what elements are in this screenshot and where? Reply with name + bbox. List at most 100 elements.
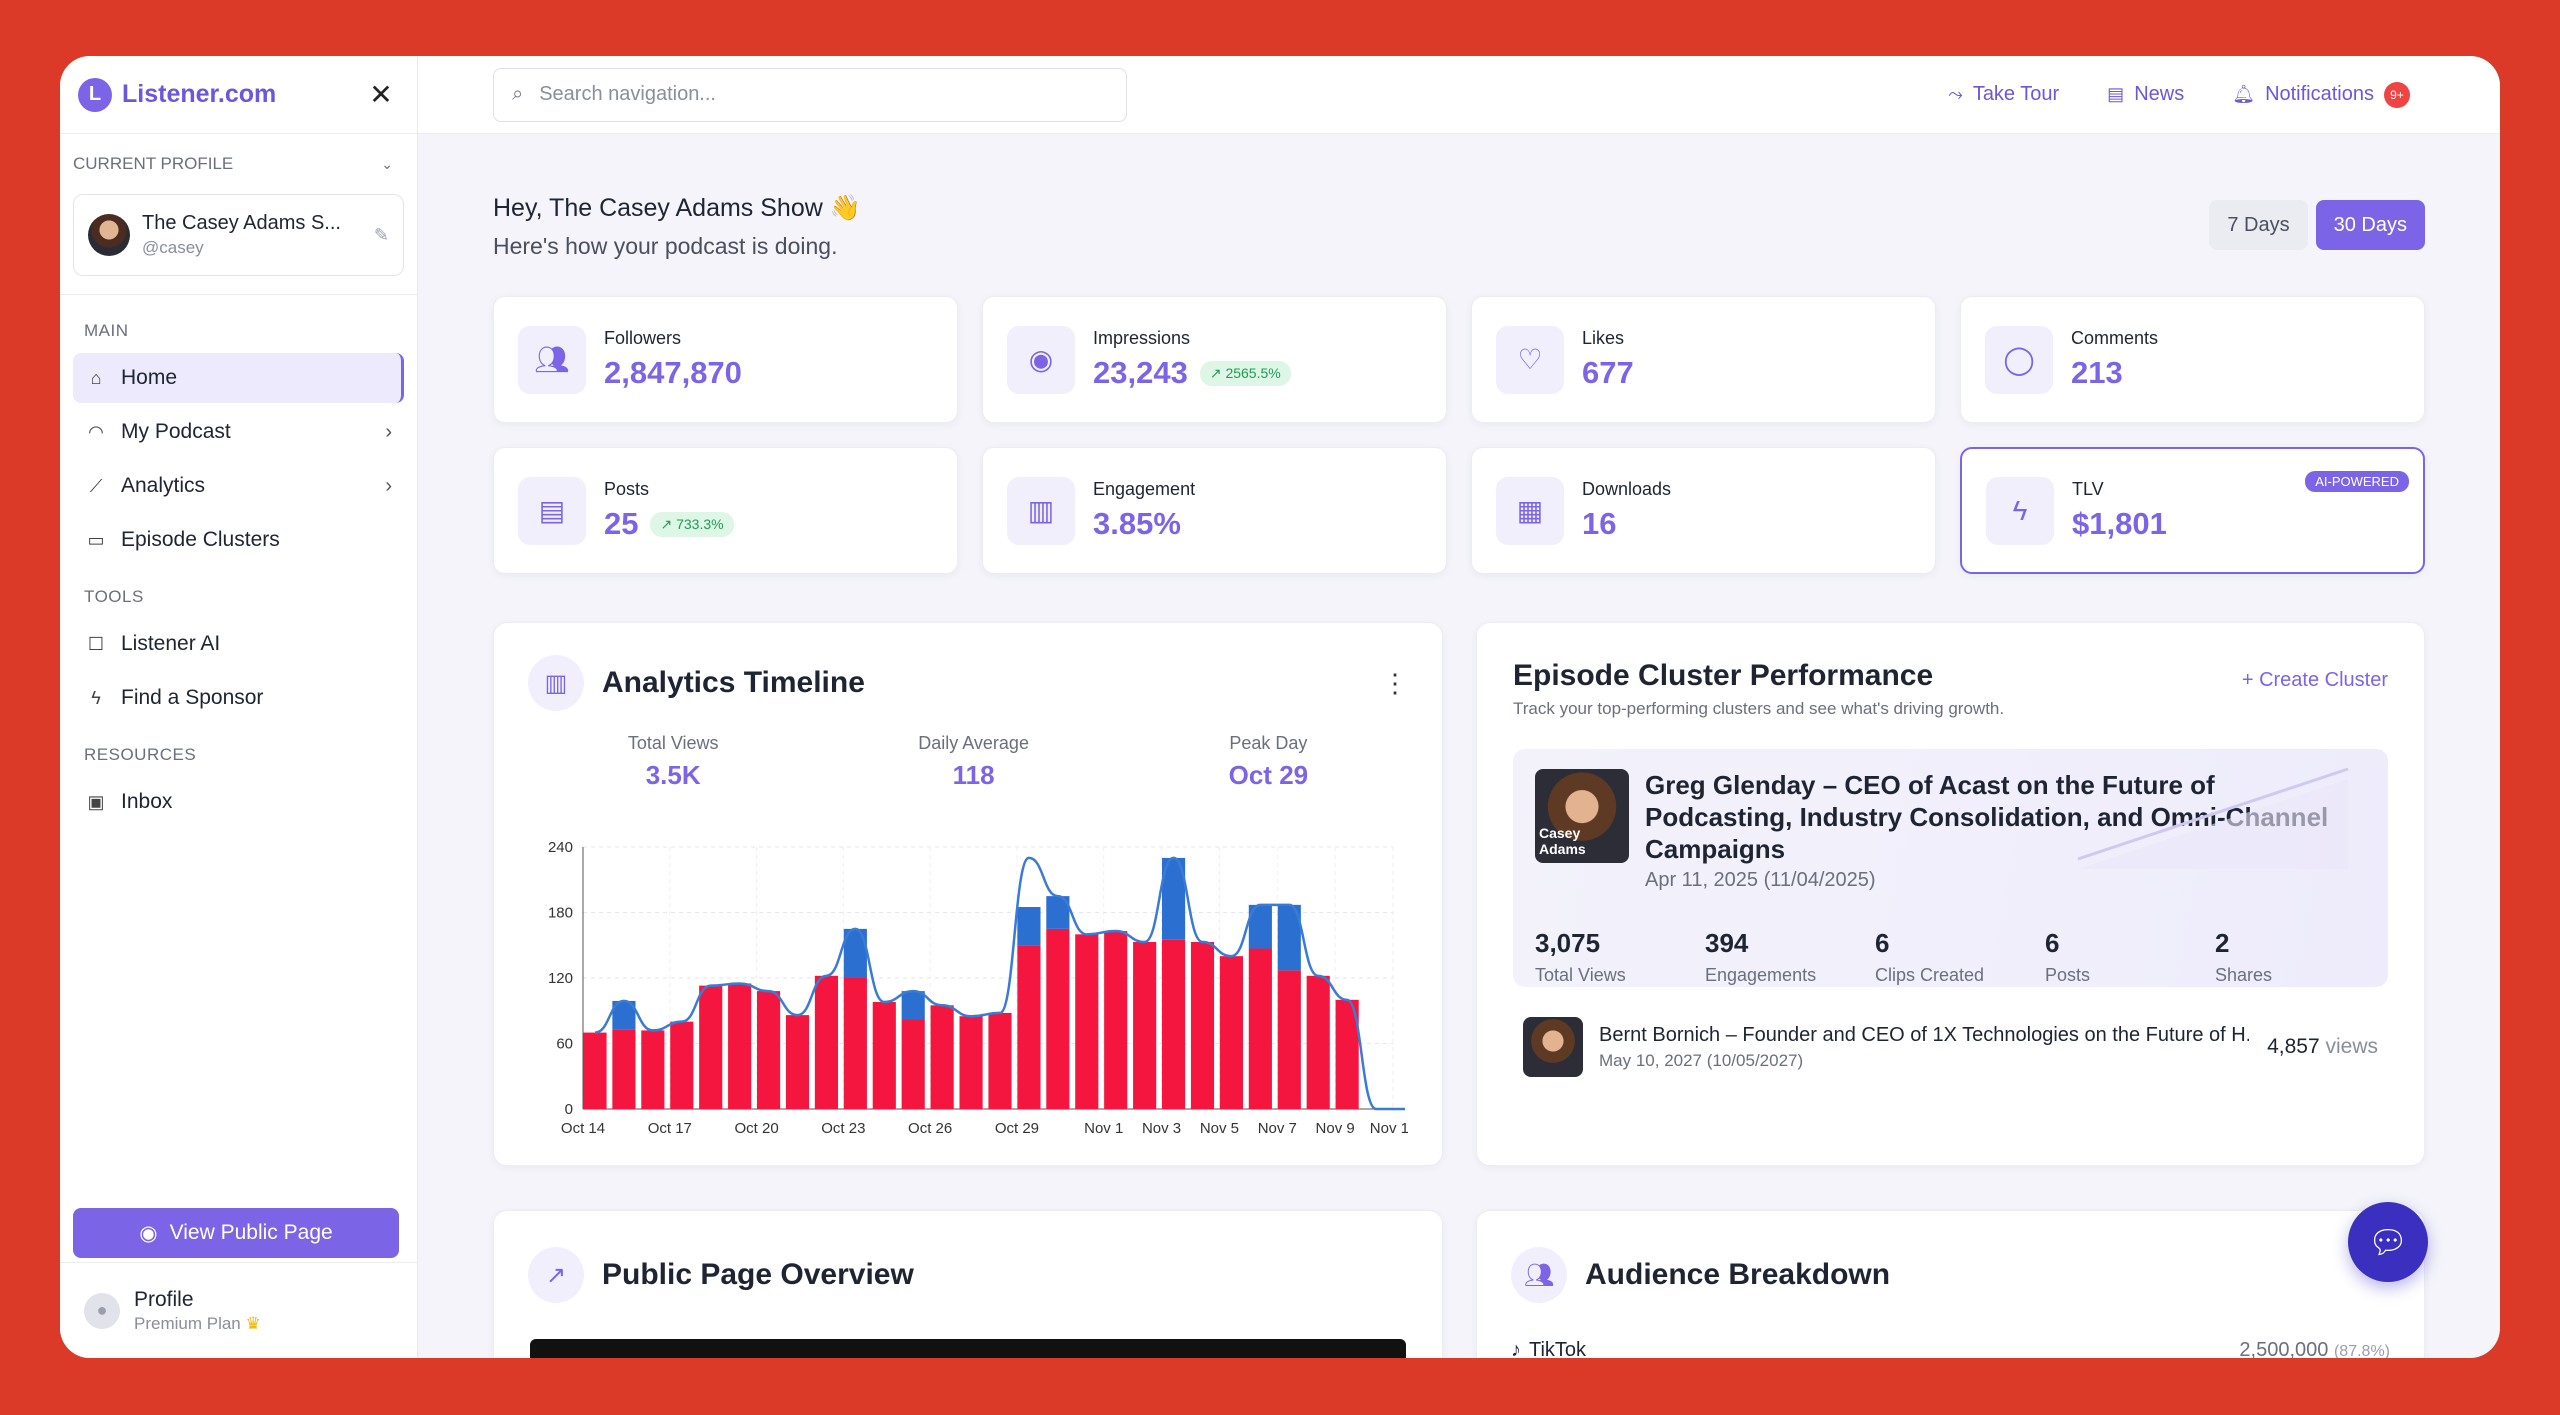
stat-label: Posts xyxy=(604,479,650,499)
users-icon: 👥︎ xyxy=(1511,1247,1567,1303)
chart-bar xyxy=(699,985,723,1109)
audience-row-tiktok: ♪ TikTok 2,500,000 (87.8%) xyxy=(1511,1339,2390,1358)
featured-stat: 2 Shares xyxy=(2215,928,2385,986)
greeting: Hey, The Casey Adams Show 👋 Here's how y… xyxy=(493,194,861,260)
chart-bar xyxy=(901,991,925,1020)
crown-icon: ♛ xyxy=(245,1313,261,1333)
chart-bar xyxy=(1162,857,1186,940)
take-tour-link[interactable]: ⤳ Take Tour xyxy=(1948,83,2059,106)
edit-icon[interactable]: ✎ xyxy=(373,224,389,245)
sidebar-item-my-podcast[interactable]: ◠ My Podcast › xyxy=(73,407,404,457)
sidebar-item-listener-ai[interactable]: ☐ Listener AI xyxy=(73,619,404,669)
platform-percent: (87.8%) xyxy=(2333,1343,2390,1358)
y-tick-label: 180 xyxy=(548,905,573,922)
chart-bar xyxy=(785,1015,810,1109)
chart-bar xyxy=(728,983,752,1109)
episode-thumbnail: Casey Adams xyxy=(1535,769,1629,863)
chevron-down-icon: ⌄ xyxy=(381,155,393,172)
stat-label: Likes xyxy=(1582,328,1625,348)
profile-card[interactable]: The Casey Adams S... @casey ✎ xyxy=(73,194,404,276)
take-tour-label: Take Tour xyxy=(1972,83,2060,105)
sidebar-nav: MAIN ⌂ Home ◠ My Podcast › ⟋ Analytics › ▭ Epi… xyxy=(60,295,417,827)
profile-handle: @casey xyxy=(142,238,204,257)
notifications-link[interactable]: 🔔︎ Notifications 9+ xyxy=(2232,81,2410,108)
sidebar-item-find-a-sponsor[interactable]: ϟ Find a Sponsor xyxy=(73,673,404,723)
profile-footer[interactable]: ● Profile Premium Plan ♛ xyxy=(60,1262,417,1358)
sidebar-item-label: Inbox xyxy=(121,790,173,813)
stat-card-engagement[interactable]: ▥ Engagement 3.85% xyxy=(982,447,1447,574)
stat-card-impressions[interactable]: ◉ Impressions 23,243 ↗ 2565.5% xyxy=(982,296,1447,423)
stat-label: Followers xyxy=(604,328,682,348)
news-label: News xyxy=(2134,83,2185,105)
stat-card-posts[interactable]: ▤ Posts 25 ↗ 733.3% xyxy=(493,447,958,574)
audience-panel: 👥︎ Audience Breakdown ♪ TikTok 2,500,000… xyxy=(1476,1210,2425,1358)
sidebar-item-analytics[interactable]: ⟋ Analytics › xyxy=(73,461,404,511)
x-tick-label: Nov 5 xyxy=(1200,1120,1239,1137)
close-sidebar-button[interactable]: ✕ xyxy=(369,79,393,110)
stat-card-downloads[interactable]: ▦ Downloads 16 xyxy=(1471,447,1936,574)
create-cluster-button[interactable]: + Create Cluster xyxy=(2241,669,2388,691)
divider xyxy=(60,294,417,295)
news-link[interactable]: ▤ News xyxy=(2107,83,2184,106)
chart-bar xyxy=(1075,934,1099,1109)
summary-value: 3.5K xyxy=(645,760,701,790)
summary-value: 118 xyxy=(952,760,995,790)
analytics-timeline-panel: ▥ Analytics Timeline ⋮ Total Views 3.5K D… xyxy=(493,622,1443,1166)
featured-episode-card[interactable]: Casey Adams Greg Glenday – CEO of Acast … xyxy=(1513,749,2388,987)
timeline-title: Analytics Timeline xyxy=(602,666,865,699)
range-30-days-button[interactable]: 30 Days xyxy=(2315,200,2425,250)
x-tick-label: Nov 1 xyxy=(1084,1120,1123,1137)
chart-bar xyxy=(988,1012,1012,1109)
chart-bar xyxy=(1335,999,1359,1109)
notification-count-badge: 9+ xyxy=(2384,81,2410,108)
chart-bar xyxy=(1190,941,1215,1109)
robot-icon: ☐ xyxy=(87,633,105,654)
chart-line xyxy=(594,856,1405,1111)
chat-button[interactable]: 💬︎ xyxy=(2348,1202,2428,1282)
featured-stat-value: 6 xyxy=(2045,928,2060,958)
range-7-days-button[interactable]: 7 Days xyxy=(2209,200,2308,250)
trend-decoration xyxy=(2077,767,2349,869)
stat-value: $1,801 xyxy=(2072,506,2167,541)
chart-bar xyxy=(872,1002,896,1109)
chart-bar xyxy=(583,1032,607,1109)
chart-bar xyxy=(641,1030,665,1109)
featured-episode-stats: 3,075 Total Views 394 Engagements 6 Clips … xyxy=(1535,928,2366,986)
sidebar-item-episode-clusters[interactable]: ▭ Episode Clusters xyxy=(73,515,404,565)
lightning-icon: ϟ xyxy=(91,687,101,708)
notifications-label: Notifications xyxy=(2265,83,2374,105)
sidebar-item-inbox[interactable]: ▣ Inbox xyxy=(73,777,404,827)
sidebar-item-label: Analytics xyxy=(121,474,206,497)
timeline-summary-item: Total Views 3.5K xyxy=(628,733,719,791)
public-page-preview[interactable] xyxy=(530,1339,1406,1358)
sidebar: L Listener.com ✕ CURRENT PROFILE ⌄ The C… xyxy=(60,56,418,1358)
stat-card-likes[interactable]: ♡ Likes 677 xyxy=(1471,296,1936,423)
chevron-right-icon: › xyxy=(385,420,392,443)
stat-card-tlv[interactable]: ϟ TLV $1,801 AI-POWERED xyxy=(1960,447,2425,574)
x-tick-label: Oct 20 xyxy=(734,1120,778,1137)
chart-bar xyxy=(843,978,867,1109)
featured-episode-date: Apr 11, 2025 (11/04/2025) xyxy=(1645,869,1876,891)
timeline-summary: Total Views 3.5K Daily Average 118 Peak Da… xyxy=(528,733,1408,791)
change-badge: ↗ 733.3% xyxy=(650,511,734,537)
current-profile-header[interactable]: CURRENT PROFILE ⌄ xyxy=(60,134,417,194)
more-options-icon[interactable]: ⋮ xyxy=(1382,667,1408,698)
change-value: 2565.5% xyxy=(1225,364,1281,381)
featured-stat-label: Clips Created xyxy=(1875,965,1985,985)
x-tick-label: Oct 23 xyxy=(821,1120,865,1137)
featured-stat-label: Engagements xyxy=(1705,965,1817,985)
x-tick-label: Oct 29 xyxy=(995,1120,1039,1137)
chart-bar xyxy=(612,1000,636,1030)
greeting-title: Hey, The Casey Adams Show 👋 xyxy=(493,194,861,222)
episode-row[interactable]: Bernt Bornich – Founder and CEO of 1X Te… xyxy=(1513,1017,2388,1077)
x-tick-label: Nov 3 xyxy=(1142,1120,1181,1137)
stat-card-comments[interactable]: ◯ Comments 213 xyxy=(1960,296,2425,423)
stat-card-followers[interactable]: 👥︎ Followers 2,847,870 xyxy=(493,296,958,423)
stat-value: 677 xyxy=(1582,355,1634,390)
chart-bar xyxy=(612,1029,636,1109)
view-public-page-button[interactable]: ◉ View Public Page xyxy=(73,1208,399,1258)
chart-bar xyxy=(1248,904,1272,949)
sidebar-item-home[interactable]: ⌂ Home xyxy=(73,353,404,403)
change-badge: ↗ 2565.5% xyxy=(1199,360,1291,386)
search-input[interactable]: ⌕ Search navigation... xyxy=(493,67,1127,122)
